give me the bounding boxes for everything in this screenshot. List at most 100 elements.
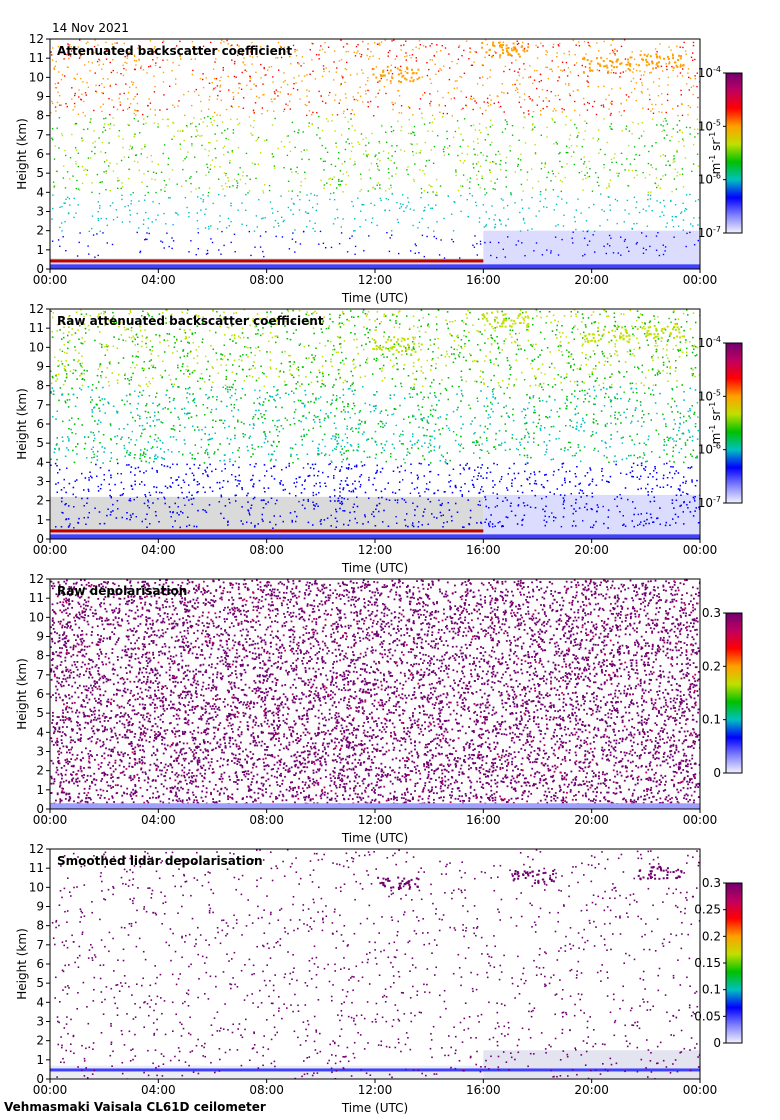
x-axis-label: Time (UTC) [341, 561, 408, 575]
y-tick-label: 0 [36, 802, 44, 816]
x-tick-label: 04:00 [141, 273, 176, 287]
colorbar-tick-label: 0 [713, 1036, 721, 1050]
y-tick-label: 4 [36, 725, 44, 739]
y-tick-label: 3 [36, 745, 44, 759]
colorbar-tick-label: 10-5 [698, 388, 721, 403]
x-tick-label: 12:00 [358, 1083, 393, 1097]
panel-title: Raw depolarisation [57, 584, 187, 598]
instrument-footer: Vehmasmaki Vaisala CL61D ceilometer [4, 1100, 266, 1114]
y-tick-label: 2 [36, 1034, 44, 1048]
y-tick-label: 9 [36, 900, 44, 914]
colorbar-unit: m-1 sr-1 [708, 402, 723, 445]
y-tick-label: 8 [36, 109, 44, 123]
y-tick-label: 5 [36, 706, 44, 720]
y-tick-label: 6 [36, 417, 44, 431]
y-tick-label: 8 [36, 379, 44, 393]
x-axis-label: Time (UTC) [341, 291, 408, 305]
panel-title: Attenuated backscatter coefficient [57, 44, 292, 58]
x-tick-label: 16:00 [466, 813, 501, 827]
y-tick-label: 0 [36, 1072, 44, 1086]
y-tick-label: 6 [36, 687, 44, 701]
y-tick-label: 9 [36, 630, 44, 644]
y-tick-label: 7 [36, 398, 44, 412]
y-tick-label: 10 [29, 70, 44, 84]
x-tick-label: 12:00 [358, 543, 393, 557]
colorbar-tick-label: 10-7 [698, 495, 721, 510]
y-tick-label: 3 [36, 205, 44, 219]
y-tick-label: 3 [36, 1015, 44, 1029]
x-tick-label: 00:00 [683, 273, 718, 287]
panel-title: Raw attenuated backscatter coefficient [57, 314, 324, 328]
colorbar-tick-label: 10-4 [698, 335, 721, 350]
x-tick-label: 16:00 [466, 543, 501, 557]
y-tick-label: 7 [36, 128, 44, 142]
colorbar-tick-label: 10-4 [698, 65, 721, 80]
y-tick-label: 4 [36, 455, 44, 469]
y-tick-label: 7 [36, 938, 44, 952]
x-axis-label: Time (UTC) [341, 831, 408, 845]
y-tick-label: 2 [36, 494, 44, 508]
y-axis-label: Height (km) [15, 388, 29, 459]
x-tick-label: 20:00 [574, 813, 609, 827]
cloud-base-line [50, 529, 484, 533]
colorbar-tick-label: 0.05 [694, 1009, 721, 1023]
heatmap-pixels [50, 849, 700, 1079]
x-tick-label: 00:00 [683, 1083, 718, 1097]
panel-title: Smoothed lidar depolarisation [57, 854, 263, 868]
x-tick-label: 08:00 [249, 273, 284, 287]
colorbar-tick-label: 0.2 [702, 929, 721, 943]
y-axis-label: Height (km) [15, 658, 29, 729]
y-tick-label: 5 [36, 166, 44, 180]
y-tick-label: 10 [29, 880, 44, 894]
y-tick-label: 1 [36, 783, 44, 797]
x-tick-label: 16:00 [466, 1083, 501, 1097]
x-tick-label: 20:00 [574, 1083, 609, 1097]
x-tick-label: 20:00 [574, 273, 609, 287]
surface-line [50, 1068, 700, 1072]
x-tick-label: 00:00 [33, 543, 68, 557]
colorbar-tick-label: 10-7 [698, 225, 721, 240]
heatmap-pixels [50, 579, 700, 809]
low-layer [50, 1065, 484, 1079]
y-tick-label: 1 [36, 513, 44, 527]
y-tick-label: 4 [36, 185, 44, 199]
y-tick-label: 10 [29, 610, 44, 624]
y-tick-label: 11 [29, 591, 44, 605]
colorbar-tick-label: 0.25 [694, 903, 721, 917]
x-tick-label: 00:00 [683, 543, 718, 557]
colorbar-unit: m-1 sr-1 [708, 132, 723, 175]
y-tick-label: 6 [36, 147, 44, 161]
y-tick-label: 3 [36, 475, 44, 489]
colorbar-tick-label: 0.3 [702, 876, 721, 890]
date-label: 14 Nov 2021 [52, 21, 129, 35]
x-tick-label: 04:00 [141, 1083, 176, 1097]
x-tick-label: 12:00 [358, 273, 393, 287]
y-tick-label: 4 [36, 995, 44, 1009]
y-tick-label: 0 [36, 532, 44, 546]
x-tick-label: 00:00 [33, 813, 68, 827]
x-axis-label: Time (UTC) [341, 1101, 408, 1115]
colorbar-tick-label: 0.1 [702, 713, 721, 727]
boundary-haze [483, 230, 700, 265]
y-tick-label: 11 [29, 51, 44, 65]
surface-layer [50, 534, 700, 539]
plot-area [50, 849, 700, 1079]
colorbar-tick-label: 10-5 [698, 118, 721, 133]
x-tick-label: 00:00 [33, 1083, 68, 1097]
colorbar [725, 72, 743, 234]
surface-layer [50, 264, 700, 269]
y-tick-label: 9 [36, 90, 44, 104]
y-tick-label: 7 [36, 668, 44, 682]
x-tick-label: 08:00 [249, 813, 284, 827]
y-tick-label: 12 [29, 572, 44, 586]
colorbar [725, 882, 743, 1044]
colorbar-tick-label: 0.2 [702, 659, 721, 673]
y-tick-label: 1 [36, 1053, 44, 1067]
surface-layer [50, 803, 700, 809]
x-tick-label: 12:00 [358, 813, 393, 827]
x-tick-label: 00:00 [33, 273, 68, 287]
